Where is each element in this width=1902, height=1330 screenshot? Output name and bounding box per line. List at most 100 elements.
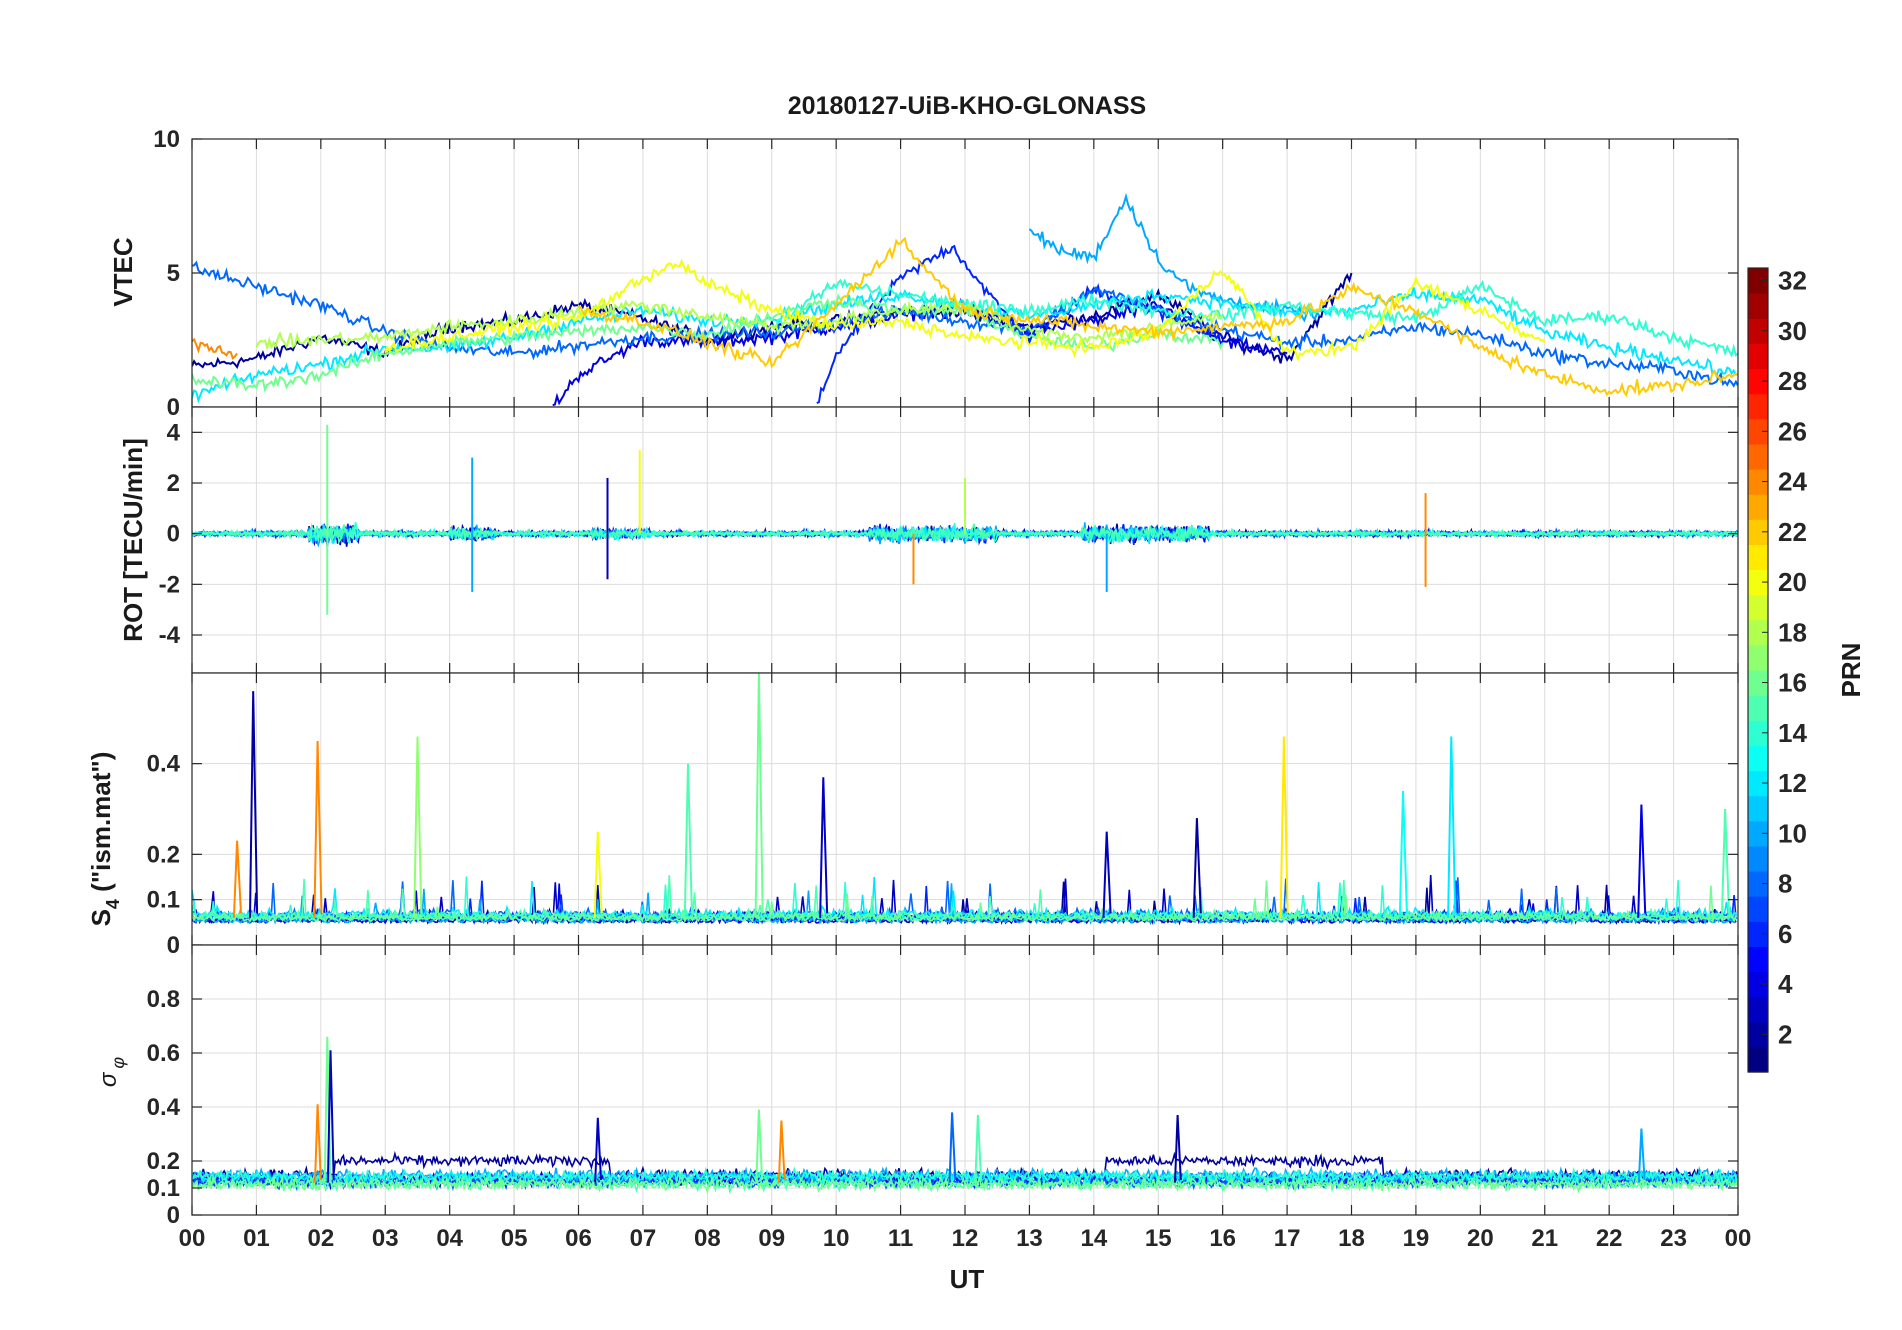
panel-vtec: 0 5 10 VTEC	[108, 126, 1739, 421]
colorbar-segment	[1748, 946, 1768, 973]
x-tick-label: 00	[1725, 1225, 1752, 1252]
sigma-peak	[314, 1104, 322, 1183]
colorbar-segment	[1748, 770, 1768, 797]
y-tick-label: 0.4	[147, 751, 181, 778]
y-tick-label: 0	[167, 394, 180, 421]
x-tick-label: 16	[1209, 1225, 1236, 1252]
vtec-series-prn-20	[384, 258, 1546, 362]
y-axis-label: S4 ("ism.mat")	[86, 752, 123, 927]
colorbar-segment	[1748, 745, 1768, 772]
sigma-series-prn-16	[192, 1174, 1738, 1195]
s4-peak	[313, 740, 323, 918]
x-tick-label: 22	[1596, 1225, 1623, 1252]
colorbar-segment	[1748, 469, 1768, 495]
x-tick-label: 09	[758, 1225, 785, 1252]
x-tick-label: 20	[1467, 1225, 1494, 1252]
s4-series-prn-16	[192, 880, 1737, 924]
x-tick-label: 11	[888, 1225, 913, 1252]
x-tick-label: 06	[565, 1225, 592, 1252]
colorbar-segment	[1748, 644, 1768, 671]
series-group	[192, 673, 1737, 926]
s4-peak	[1447, 736, 1457, 918]
colorbar-segment	[1748, 318, 1768, 344]
s4-peak	[683, 763, 693, 918]
s4-peak	[1720, 808, 1730, 918]
colorbar-label: PRN	[1836, 643, 1866, 698]
colorbar-tick-label: 10	[1778, 818, 1807, 848]
x-axis-label: UT	[950, 1264, 985, 1294]
colorbar-tick-label: 32	[1778, 266, 1807, 296]
x-tick-label: 23	[1660, 1225, 1687, 1252]
colorbar-segment	[1748, 996, 1768, 1023]
colorbar-tick-label: 4	[1778, 969, 1793, 999]
colorbar-segment	[1748, 418, 1768, 445]
panel-s4: 0 0.1 0.2 0.4 S4 ("ism.mat")	[86, 672, 1739, 959]
colorbar-segment	[1748, 343, 1768, 370]
s4-peak	[1192, 818, 1202, 918]
y-tick-label: 10	[153, 126, 180, 153]
sigma-peak	[948, 1112, 957, 1183]
y-tick-label: 5	[167, 260, 180, 287]
colorbar-tick-label: 2	[1778, 1019, 1792, 1049]
s4-peak	[413, 736, 423, 918]
colorbar-tick-label: 26	[1778, 416, 1807, 446]
colorbar-segment	[1748, 293, 1768, 319]
y-axis-label: VTEC	[108, 237, 138, 307]
x-tick-label: 08	[694, 1225, 721, 1252]
y-tick-label: 4	[167, 419, 181, 446]
colorbar-tick-label: 28	[1778, 366, 1807, 396]
colorbar-segment	[1748, 1021, 1768, 1048]
colorbar-tick-label: 16	[1778, 668, 1807, 698]
x-tick-label: 01	[243, 1225, 270, 1252]
y-tick-label: 0.4	[147, 1094, 181, 1121]
sigma-peak	[1174, 1115, 1182, 1183]
y-tick-label: -4	[159, 622, 181, 649]
y-tick-label: 0	[167, 1202, 180, 1229]
colorbar-tick-label: 14	[1778, 718, 1807, 748]
y-tick-label: 0.1	[147, 887, 180, 914]
colorbar-segment	[1748, 845, 1768, 872]
y-tick-label: 0.6	[147, 1040, 180, 1067]
s4-peak	[249, 691, 259, 918]
sigma-peak	[755, 1109, 764, 1183]
series-group	[192, 192, 1738, 407]
colorbar-segment	[1748, 544, 1768, 571]
s4-peak	[593, 831, 603, 918]
vtec-series-prn-18	[255, 297, 1224, 352]
x-tick-label: 03	[372, 1225, 399, 1252]
colorbar-segment	[1748, 820, 1768, 847]
colorbar-segment	[1748, 720, 1768, 746]
colorbar-segment	[1748, 268, 1768, 294]
y-tick-label: -2	[159, 571, 180, 598]
x-tick-label: 12	[952, 1225, 979, 1252]
colorbar-segment	[1748, 921, 1768, 947]
x-tick-label: 05	[501, 1225, 528, 1252]
colorbar-segment	[1748, 896, 1768, 922]
colorbar-frame	[1747, 267, 1769, 1073]
colorbar-segment	[1748, 368, 1768, 395]
panel-rot: -4 -2 0 2 4 ROT [TECU/min]	[118, 406, 1739, 674]
s4-series-prn-8	[192, 877, 1737, 921]
vtec-series-prn-14	[771, 278, 1738, 358]
x-tick-label: 19	[1403, 1225, 1430, 1252]
y-axis-label: ROT [TECU/min]	[118, 438, 148, 642]
sigma-peak	[326, 1050, 335, 1183]
colorbar-segment	[1748, 569, 1768, 596]
sigma-peak	[1637, 1128, 1646, 1183]
x-tick-label: 00	[179, 1225, 206, 1252]
x-tick-label: 02	[307, 1225, 334, 1252]
colorbar-tick-label: 20	[1778, 567, 1807, 597]
vtec-series-prn-22	[578, 236, 1738, 398]
colorbar-segment	[1748, 619, 1768, 646]
colorbar-segment	[1748, 670, 1768, 696]
colorbar-segment	[1748, 443, 1768, 470]
chart-title: 20180127-UiB-KHO-GLONASS	[788, 92, 1146, 120]
series-group	[192, 424, 1738, 615]
y-tick-label: 0.8	[147, 986, 180, 1013]
x-tick-label: 04	[436, 1225, 463, 1252]
x-tick-label: 18	[1338, 1225, 1365, 1252]
s4-peak	[754, 673, 764, 918]
y-tick-label: 2	[167, 470, 180, 497]
